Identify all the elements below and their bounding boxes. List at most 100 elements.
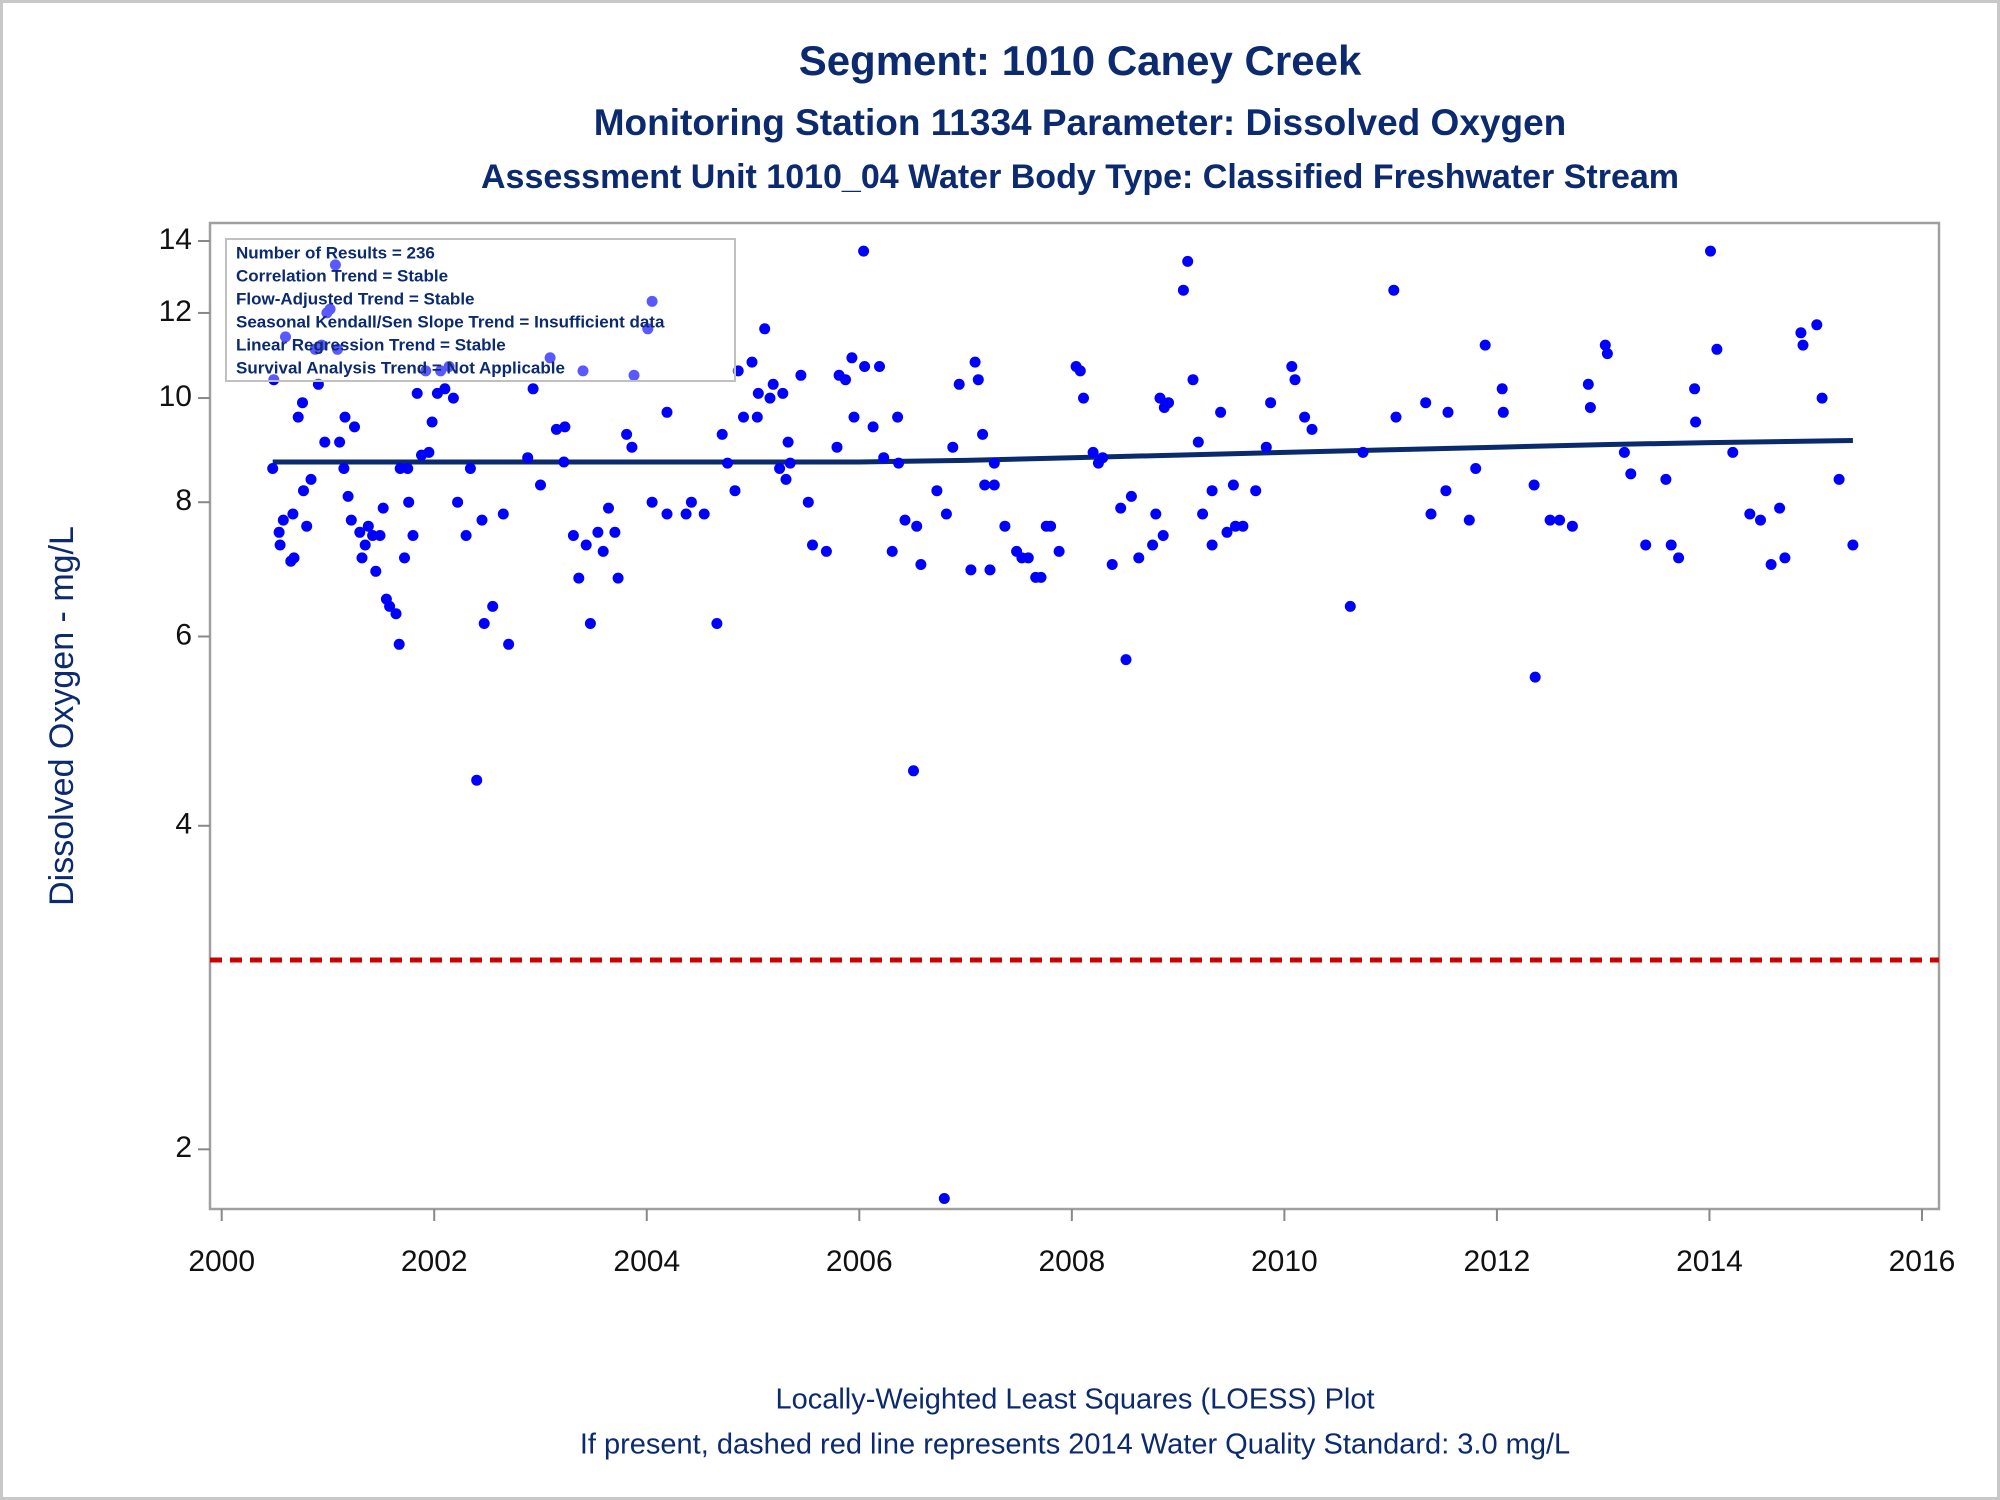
data-point bbox=[1811, 319, 1823, 331]
plot-frame bbox=[208, 221, 1941, 1211]
data-point bbox=[1022, 552, 1034, 564]
data-point bbox=[867, 421, 879, 433]
data-point bbox=[977, 428, 989, 440]
data-point bbox=[316, 339, 328, 351]
x-tick-label: 2008 bbox=[1038, 1245, 1105, 1278]
data-point bbox=[584, 618, 596, 629]
chart-subtitle: Assessment Unit 1010_04 Water Body Type:… bbox=[481, 158, 1679, 196]
data-point bbox=[522, 452, 534, 464]
data-point bbox=[1106, 559, 1118, 570]
data-point bbox=[1566, 520, 1578, 532]
data-point bbox=[1496, 383, 1508, 395]
data-point bbox=[777, 387, 789, 399]
data-point bbox=[527, 383, 539, 395]
data-point bbox=[1689, 383, 1701, 395]
data-point bbox=[273, 526, 285, 538]
data-point bbox=[1584, 402, 1596, 413]
data-point bbox=[1192, 436, 1204, 448]
data-point bbox=[580, 539, 592, 551]
data-point bbox=[435, 365, 447, 377]
data-point bbox=[407, 530, 419, 541]
data-point bbox=[1289, 374, 1301, 386]
data-point bbox=[1250, 485, 1262, 497]
data-point bbox=[362, 520, 374, 532]
data-point bbox=[377, 502, 389, 514]
data-point bbox=[1420, 397, 1432, 409]
data-point bbox=[426, 416, 438, 428]
data-point bbox=[1640, 539, 1652, 551]
data-point bbox=[680, 508, 692, 520]
x-tick-label: 2016 bbox=[1889, 1245, 1956, 1278]
data-point bbox=[820, 545, 832, 557]
data-point bbox=[1206, 539, 1218, 551]
data-point bbox=[1690, 416, 1702, 428]
stats-text: Linear Regression Trend = Stable bbox=[236, 335, 506, 354]
data-point bbox=[339, 411, 351, 423]
data-point bbox=[751, 411, 763, 423]
data-point bbox=[1442, 406, 1454, 418]
x-tick-label: 2014 bbox=[1676, 1245, 1743, 1278]
data-point bbox=[597, 545, 609, 557]
data-point bbox=[661, 406, 673, 418]
data-point bbox=[1727, 446, 1739, 458]
data-point bbox=[908, 765, 919, 777]
data-point bbox=[911, 520, 923, 532]
data-point bbox=[1765, 559, 1777, 570]
data-point bbox=[1306, 423, 1318, 435]
data-point bbox=[846, 352, 858, 364]
data-point bbox=[1074, 365, 1086, 377]
x-tick-label: 2002 bbox=[401, 1245, 468, 1278]
data-point bbox=[886, 545, 898, 557]
data-point bbox=[1673, 552, 1685, 564]
data-point bbox=[1154, 392, 1166, 404]
data-point bbox=[899, 514, 911, 526]
data-point bbox=[752, 387, 764, 399]
data-point bbox=[1147, 539, 1159, 551]
data-point bbox=[332, 343, 343, 355]
stats-text: Flow-Adjusted Trend = Stable bbox=[236, 289, 475, 308]
data-point bbox=[1497, 406, 1509, 418]
data-point bbox=[999, 520, 1011, 532]
data-point bbox=[831, 441, 843, 453]
data-point bbox=[305, 473, 317, 485]
data-point bbox=[940, 508, 952, 520]
data-point bbox=[460, 530, 472, 541]
data-point bbox=[390, 608, 402, 620]
data-point bbox=[893, 457, 905, 469]
data-point bbox=[1774, 502, 1786, 514]
loess-line bbox=[272, 438, 1853, 465]
data-point bbox=[411, 387, 423, 399]
data-point bbox=[621, 428, 633, 440]
data-point bbox=[840, 374, 851, 386]
data-point bbox=[848, 411, 860, 423]
y-tick-label: 8 bbox=[175, 484, 192, 517]
data-point bbox=[1755, 514, 1766, 526]
data-point bbox=[685, 496, 697, 508]
data-point bbox=[1833, 473, 1845, 485]
data-point bbox=[288, 552, 300, 564]
data-point bbox=[931, 485, 943, 497]
stats-text: Seasonal Kendall/Sen Slope Trend = Insuf… bbox=[236, 312, 665, 331]
data-point bbox=[1215, 406, 1227, 418]
data-point bbox=[1660, 473, 1672, 485]
data-point bbox=[324, 303, 336, 315]
data-point bbox=[423, 446, 435, 458]
x-tick-label: 2012 bbox=[1464, 1245, 1531, 1278]
y-tick-label: 2 bbox=[175, 1131, 192, 1164]
data-point bbox=[1125, 490, 1137, 502]
data-point bbox=[1265, 397, 1277, 409]
data-point bbox=[487, 600, 499, 612]
data-point bbox=[1529, 671, 1541, 683]
data-point bbox=[1133, 552, 1145, 564]
stats-text: Number of Results = 236 bbox=[236, 243, 435, 262]
y-tick-label: 4 bbox=[175, 808, 192, 841]
data-point bbox=[972, 374, 984, 386]
data-point bbox=[1237, 520, 1249, 532]
data-point bbox=[476, 514, 488, 526]
data-point bbox=[1625, 468, 1637, 480]
y-axis-label: Dissolved Oxygen - mg/L bbox=[43, 526, 81, 906]
x-tick-label: 2010 bbox=[1251, 1245, 1318, 1278]
footnote: If present, dashed red line represents 2… bbox=[580, 1429, 1570, 1461]
data-point bbox=[370, 565, 382, 577]
data-point bbox=[1035, 571, 1047, 583]
